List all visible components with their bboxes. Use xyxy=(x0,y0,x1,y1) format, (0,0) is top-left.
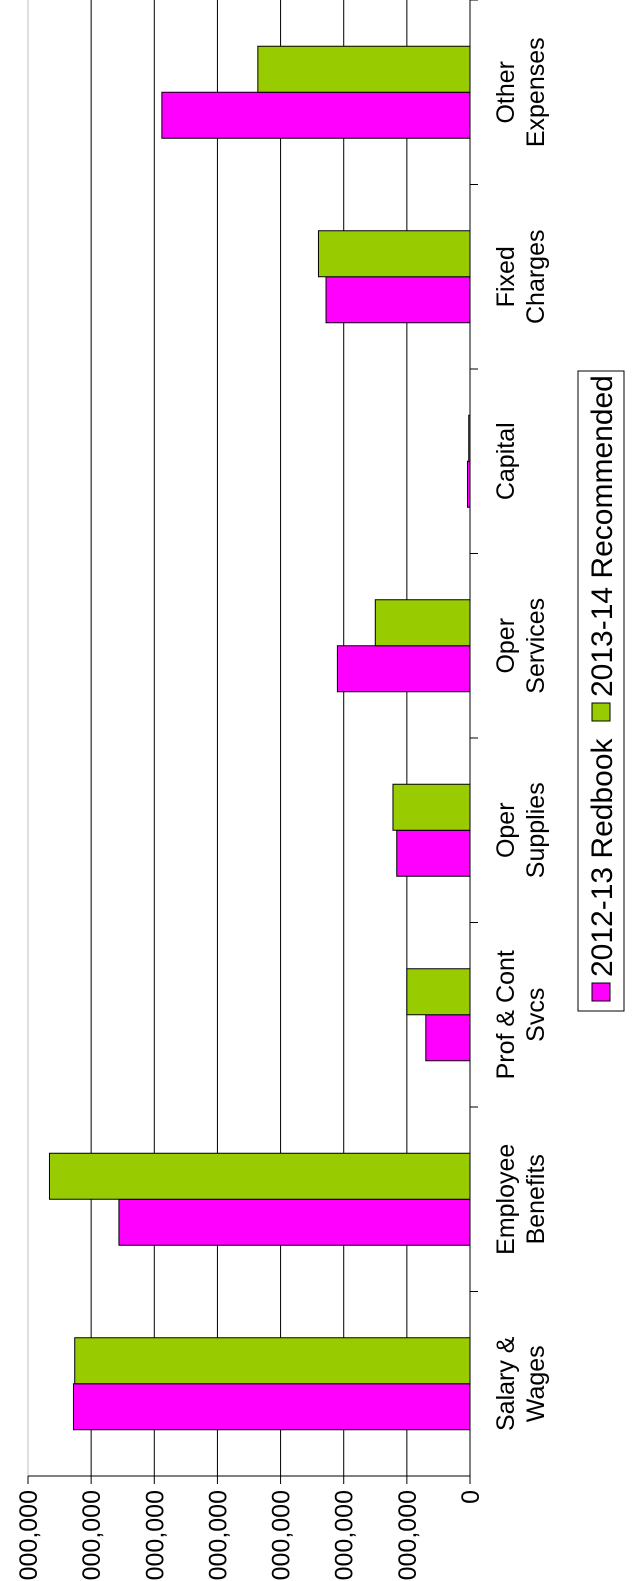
bar-recommended xyxy=(392,783,471,831)
category-label: Fixed xyxy=(492,246,520,307)
category-axis-labels: Salary & Wages Employee Benefits Prof & Cont… xyxy=(492,37,550,1431)
category-label: Svcs xyxy=(522,988,550,1042)
bar-redbook xyxy=(118,1198,471,1246)
chart-rotated-group: 0 50,000,000 100,000,000 150,000,000 200,000… xyxy=(15,0,625,1581)
legend-label: 2012-13 Redbook xyxy=(586,737,619,977)
legend: 2012-13 Redbook 2013-14 Recommended xyxy=(577,370,625,1012)
bar-recommended xyxy=(74,1337,471,1385)
bar-recommended xyxy=(374,599,471,647)
category-label: Charges xyxy=(522,230,550,325)
category-label: Supplies xyxy=(522,782,550,878)
axes xyxy=(27,0,478,1484)
category-label: Prof & Cont xyxy=(492,950,520,1079)
value-tick-label: 50,000,000 xyxy=(394,1490,422,1581)
gridlines xyxy=(27,0,408,1476)
category-label: Oper xyxy=(492,802,520,858)
value-tick-label: 0 xyxy=(457,1490,485,1504)
bar-redbook xyxy=(72,1383,471,1431)
bar-redbook xyxy=(336,645,471,693)
category-label: Benefits xyxy=(522,1154,550,1244)
bar-recommended xyxy=(257,45,471,93)
category-label: Other xyxy=(492,61,520,124)
bar-redbook xyxy=(396,829,471,877)
value-tick-label: 300,000,000 xyxy=(78,1490,106,1581)
category-label: Employee xyxy=(492,1144,520,1255)
legend-box xyxy=(577,370,625,1012)
legend-swatch xyxy=(591,702,611,722)
bar-recommended xyxy=(406,968,471,1016)
bar-redbook xyxy=(325,276,471,324)
value-tick-label: 350,000,000 xyxy=(15,1490,43,1581)
category-label: Services xyxy=(522,598,550,694)
category-label: Expenses xyxy=(522,37,550,147)
value-tick-label: 100,000,000 xyxy=(331,1490,359,1581)
legend-swatch xyxy=(591,982,611,1002)
category-label: Capital xyxy=(492,422,520,500)
bars xyxy=(48,45,471,1431)
bar-redbook xyxy=(425,1014,471,1062)
value-axis-tick-labels: 0 50,000,000 100,000,000 150,000,000 200,000… xyxy=(15,1490,485,1581)
value-tick-label: 250,000,000 xyxy=(141,1490,169,1581)
bar-recommended xyxy=(48,1152,471,1200)
category-label: Oper xyxy=(492,618,520,674)
bar-redbook xyxy=(161,91,471,139)
category-label: Salary & xyxy=(492,1336,520,1431)
category-label: Wages xyxy=(522,1345,550,1422)
bar-recommended xyxy=(317,230,471,278)
value-tick-label: 200,000,000 xyxy=(204,1490,232,1581)
legend-label: 2013-14 Recommended xyxy=(586,375,619,697)
value-tick-label: 150,000,000 xyxy=(268,1490,296,1581)
